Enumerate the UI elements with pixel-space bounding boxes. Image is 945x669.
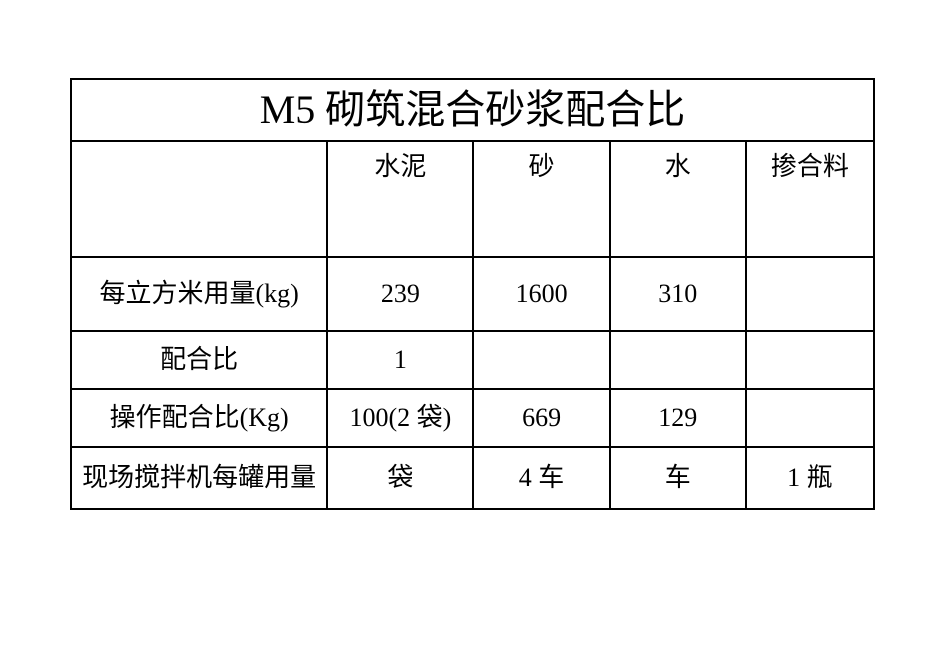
cell-sand: 1600 (473, 257, 609, 331)
mix-ratio-table: M5 砌筑混合砂浆配合比 水泥 砂 水 掺合料 每立方米用量(kg) 239 1… (70, 78, 875, 510)
header-row: 水泥 砂 水 掺合料 (71, 141, 874, 257)
table-row: 操作配合比(Kg) 100(2 袋) 669 129 (71, 389, 874, 447)
cell-cement: 袋 (327, 447, 473, 509)
row-label: 配合比 (71, 331, 327, 389)
header-cement: 水泥 (327, 141, 473, 257)
title-row: M5 砌筑混合砂浆配合比 (71, 79, 874, 141)
cell-admix (746, 331, 874, 389)
row-label: 操作配合比(Kg) (71, 389, 327, 447)
cell-cement: 1 (327, 331, 473, 389)
cell-sand: 669 (473, 389, 609, 447)
table-title: M5 砌筑混合砂浆配合比 (71, 79, 874, 141)
table-row: 现场搅拌机每罐用量 袋 4 车 车 1 瓶 (71, 447, 874, 509)
header-blank (71, 141, 327, 257)
row-label: 每立方米用量(kg) (71, 257, 327, 331)
cell-admix (746, 389, 874, 447)
table-row: 配合比 1 (71, 331, 874, 389)
page: M5 砌筑混合砂浆配合比 水泥 砂 水 掺合料 每立方米用量(kg) 239 1… (0, 0, 945, 510)
cell-sand: 4 车 (473, 447, 609, 509)
cell-water (610, 331, 746, 389)
row-label: 现场搅拌机每罐用量 (71, 447, 327, 509)
header-sand: 砂 (473, 141, 609, 257)
table-row: 每立方米用量(kg) 239 1600 310 (71, 257, 874, 331)
cell-sand (473, 331, 609, 389)
header-water: 水 (610, 141, 746, 257)
cell-water: 310 (610, 257, 746, 331)
header-admix: 掺合料 (746, 141, 874, 257)
cell-cement: 100(2 袋) (327, 389, 473, 447)
cell-cement: 239 (327, 257, 473, 331)
cell-admix (746, 257, 874, 331)
cell-water: 车 (610, 447, 746, 509)
cell-admix: 1 瓶 (746, 447, 874, 509)
cell-water: 129 (610, 389, 746, 447)
